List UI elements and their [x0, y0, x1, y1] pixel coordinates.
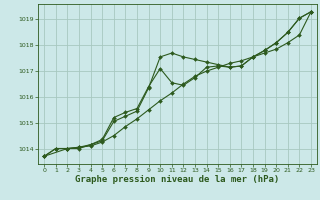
X-axis label: Graphe pression niveau de la mer (hPa): Graphe pression niveau de la mer (hPa) [76, 175, 280, 184]
